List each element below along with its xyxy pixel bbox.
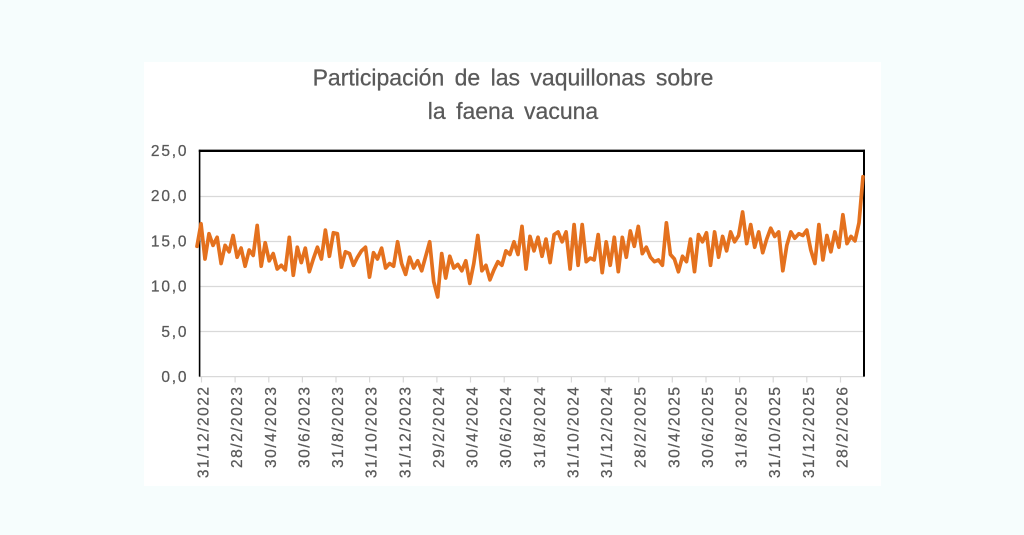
svg-text:30/6/2024: 30/6/2024 [498, 386, 515, 468]
svg-text:5,0: 5,0 [161, 324, 188, 341]
svg-text:30/4/2024: 30/4/2024 [465, 386, 482, 468]
svg-text:30/4/2023: 30/4/2023 [263, 386, 280, 468]
svg-text:31/10/2025: 31/10/2025 [767, 386, 784, 479]
svg-text:la faena vacuna: la faena vacuna [428, 98, 599, 124]
svg-text:31/10/2024: 31/10/2024 [565, 386, 582, 479]
svg-text:31/12/2024: 31/12/2024 [599, 386, 616, 479]
svg-text:20,0: 20,0 [151, 188, 188, 205]
svg-text:31/12/2025: 31/12/2025 [801, 386, 818, 479]
svg-text:31/8/2024: 31/8/2024 [532, 386, 549, 468]
svg-text:28/2/2026: 28/2/2026 [835, 386, 852, 468]
svg-text:Participación de las vaquillon: Participación de las vaquillonas sobre [313, 65, 714, 91]
svg-text:31/10/2023: 31/10/2023 [364, 386, 381, 479]
svg-text:30/6/2025: 30/6/2025 [700, 386, 717, 468]
svg-text:0,0: 0,0 [161, 369, 188, 386]
svg-text:10,0: 10,0 [151, 279, 188, 296]
svg-text:31/12/2022: 31/12/2022 [196, 386, 213, 479]
svg-text:28/2/2025: 28/2/2025 [633, 386, 650, 468]
svg-text:30/4/2025: 30/4/2025 [666, 386, 683, 468]
svg-text:28/2/2023: 28/2/2023 [229, 386, 246, 468]
svg-text:29/2/2024: 29/2/2024 [431, 386, 448, 468]
svg-text:31/8/2025: 31/8/2025 [734, 386, 751, 468]
svg-text:30/6/2023: 30/6/2023 [296, 386, 313, 468]
svg-text:31/12/2023: 31/12/2023 [397, 386, 414, 479]
svg-text:31/8/2023: 31/8/2023 [330, 386, 347, 468]
svg-text:15,0: 15,0 [151, 233, 188, 250]
svg-text:25,0: 25,0 [151, 143, 188, 160]
